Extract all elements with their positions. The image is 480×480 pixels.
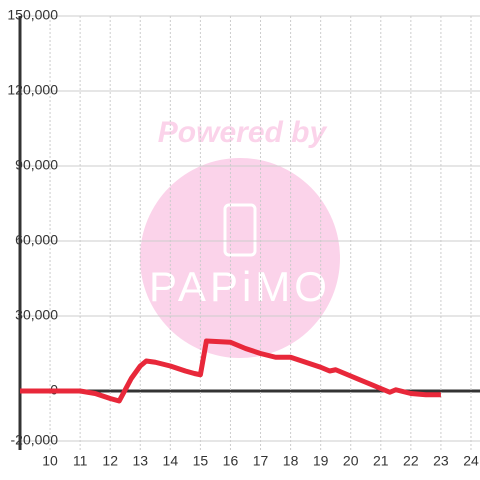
x-tick-label: 12: [102, 453, 118, 469]
y-tick-label: 30,000: [15, 307, 58, 323]
x-tick-label: 19: [313, 453, 329, 469]
y-tick-label: 150,000: [7, 7, 58, 23]
x-tick-label: 20: [343, 453, 359, 469]
x-tick-label: 15: [193, 453, 209, 469]
y-tick-label: 60,000: [15, 232, 58, 248]
x-tick-label: 13: [132, 453, 148, 469]
data-line: [20, 338, 441, 404]
x-tick-label: 14: [163, 453, 179, 469]
watermark-icon: [223, 203, 257, 257]
watermark-brand: PAPiMO: [149, 263, 331, 310]
y-tick-label: 90,000: [15, 157, 58, 173]
y-tick-label: -20,000: [11, 432, 59, 448]
x-tick-label: 24: [463, 453, 479, 469]
watermark-circle: [140, 158, 340, 358]
watermark-text: Powered by: [158, 116, 328, 149]
x-tick-label: 22: [403, 453, 419, 469]
y-tick-label: 120,000: [7, 82, 58, 98]
x-tick-label: 11: [73, 453, 88, 469]
x-tick-label: 17: [253, 453, 269, 469]
x-tick-label: 23: [433, 453, 449, 469]
x-tick-label: 10: [42, 453, 58, 469]
x-tick-label: 18: [283, 453, 299, 469]
x-tick-label: 16: [223, 453, 239, 469]
x-tick-label: 21: [373, 453, 389, 469]
